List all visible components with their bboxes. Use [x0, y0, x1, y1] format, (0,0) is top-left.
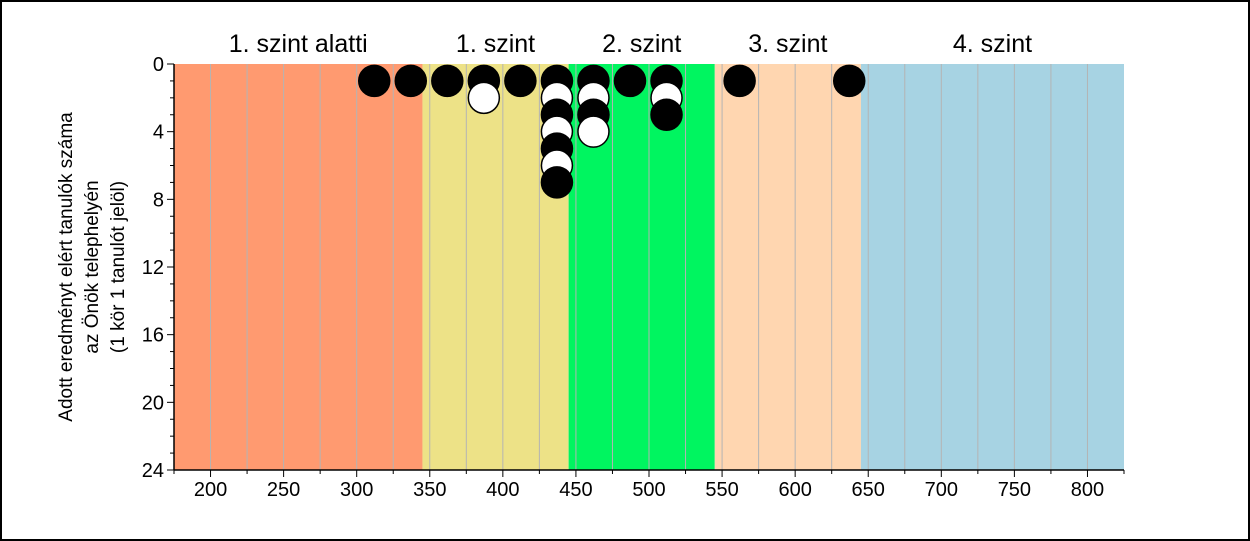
x-tick-label: 700 — [925, 479, 958, 501]
level-band — [714, 64, 861, 470]
grid-lines — [210, 64, 1088, 470]
level-label: 1. szint alatti — [229, 30, 368, 58]
student-point — [650, 98, 683, 131]
x-axis-ticks: 200 250 300 350 400 450 500 550 600 650 700 750 800 — [173, 470, 1125, 501]
student-point — [467, 81, 501, 115]
x-tick-label: 800 — [1071, 479, 1104, 501]
level-label: 1. szint — [456, 30, 535, 58]
y-tick-label: 12 — [142, 257, 164, 279]
x-tick-label: 250 — [267, 479, 300, 501]
x-tick-label: 500 — [632, 479, 665, 501]
x-tick-label: 450 — [559, 479, 592, 501]
student-point — [357, 64, 391, 98]
y-tick-label: 0 — [153, 54, 164, 76]
student-point — [504, 64, 537, 98]
y-tick-label: 8 — [153, 189, 164, 211]
x-tick-label: 750 — [998, 479, 1031, 501]
y-tick-label: 16 — [142, 325, 164, 347]
y-axis-label-line: az Önök telephelyén — [82, 180, 103, 353]
y-axis-label-line: Adott eredményt elért tanulók száma — [56, 112, 77, 422]
x-tick-label: 200 — [194, 479, 227, 501]
level-band — [174, 64, 423, 470]
x-tick-label: 600 — [778, 479, 811, 501]
student-point — [832, 64, 866, 98]
x-tick-label: 300 — [340, 479, 373, 501]
x-tick-label: 650 — [852, 479, 885, 501]
student-point — [431, 64, 464, 98]
x-tick-label: 550 — [705, 479, 738, 501]
y-tick-label: 20 — [142, 392, 164, 414]
student-point — [394, 64, 428, 98]
y-tick-label: 24 — [142, 460, 164, 482]
student-point — [577, 115, 610, 148]
y-axis-label: Adott eredményt elért tanulók száma az Ön… — [56, 112, 129, 422]
y-axis-label-line: (1 kör 1 tanulót jelöl) — [108, 181, 129, 353]
student-point — [613, 64, 647, 98]
level-label: 2. szint — [602, 30, 681, 58]
x-tick-label: 350 — [413, 479, 446, 501]
level-label: 4. szint — [953, 30, 1032, 58]
x-tick-label: 400 — [486, 479, 519, 501]
level-labels: 1. szint alatti 1. szint 2. szint 3. szint 4… — [229, 30, 1032, 58]
student-point — [723, 64, 756, 98]
y-tick-label: 4 — [153, 122, 164, 144]
level-band — [860, 64, 1124, 470]
student-point — [540, 166, 574, 199]
student-points — [357, 64, 866, 199]
y-axis-ticks: 0 4 8 12 16 20 24 — [142, 54, 174, 482]
level-label: 3. szint — [748, 30, 827, 58]
